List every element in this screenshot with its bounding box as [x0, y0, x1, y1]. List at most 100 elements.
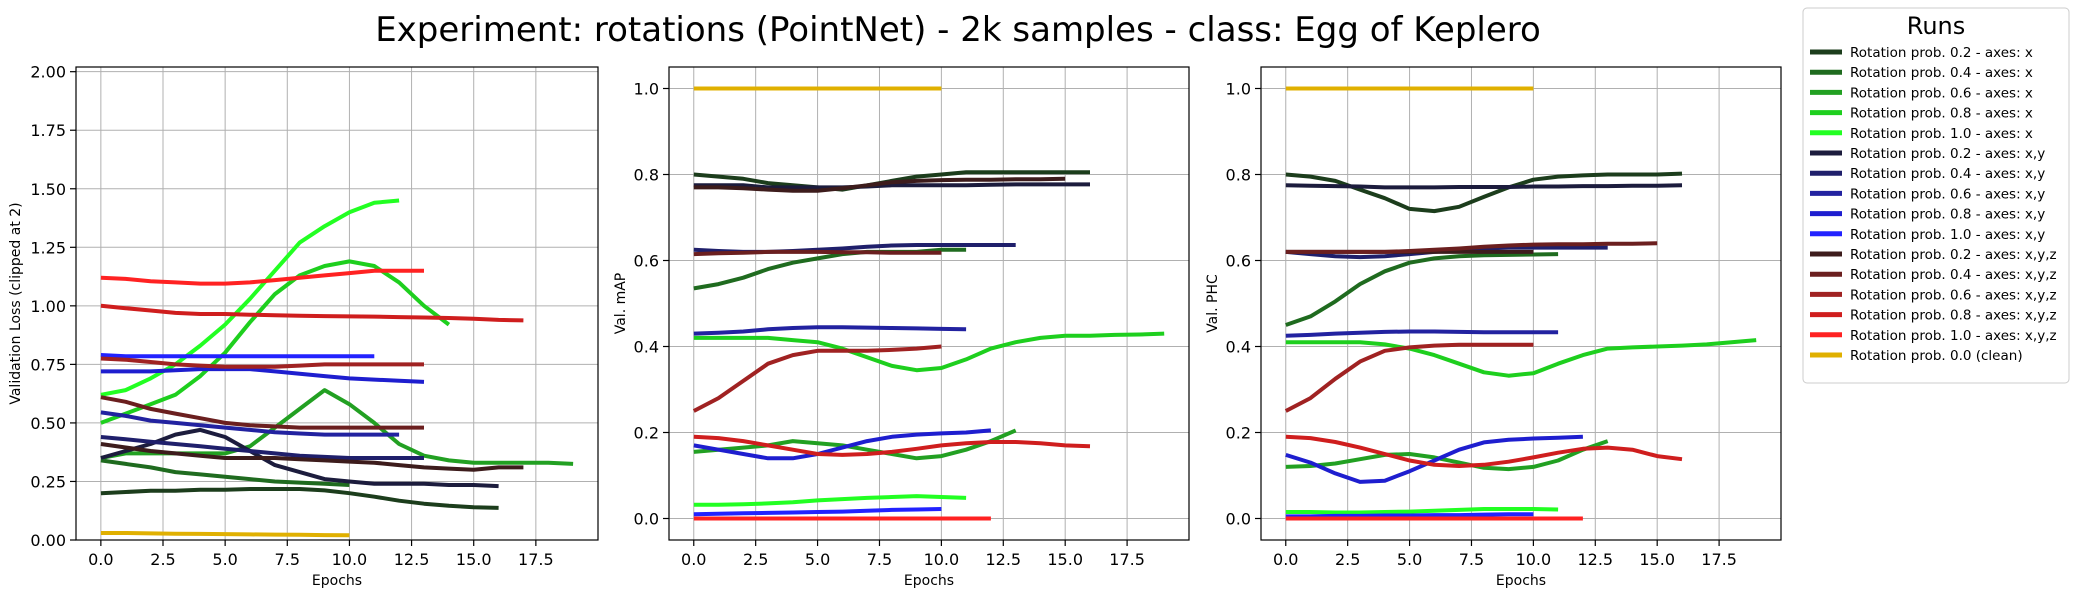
- series-line-12: [100, 395, 424, 430]
- y-tick-label: 0.0: [1226, 510, 1251, 529]
- x-tick-label: 7.5: [1459, 550, 1484, 569]
- x-axis-label: Epochs: [904, 573, 954, 589]
- series-line-6: [693, 182, 1090, 190]
- x-tick-label: 2.5: [743, 550, 768, 569]
- series-line-8: [693, 325, 967, 336]
- x-tick-label: 7.5: [867, 550, 892, 569]
- legend-label: Rotation prob. 0.2 - axes: x: [1850, 45, 2033, 61]
- y-tick-label: 2.00: [30, 63, 66, 82]
- series-line-4: [100, 259, 451, 425]
- subplot-3: 0.0 2.5 5.0 7.5 10.0 12.5 15.0 17.5 0.0 0.2 0.4 0.6…: [1205, 66, 1782, 589]
- y-tick-label: 0.4: [1226, 338, 1251, 357]
- series-line-13: [100, 356, 424, 369]
- series-line-10: [693, 507, 942, 517]
- series-line-11: [693, 176, 1066, 193]
- series-line-15: [100, 268, 424, 286]
- x-tick-label: 15.0: [456, 550, 492, 569]
- series-line-8: [1285, 329, 1559, 338]
- series-line-2: [100, 458, 350, 487]
- y-tick-label: 0.6: [1226, 252, 1251, 271]
- series-line-4: [1285, 338, 1757, 378]
- legend-label: Rotation prob. 0.4 - axes: x,y: [1850, 166, 2045, 182]
- legend-label: Rotation prob. 0.8 - axes: x,y: [1850, 207, 2045, 223]
- series-line-6: [1285, 183, 1683, 190]
- x-tick-label: 15.0: [1047, 550, 1083, 569]
- x-tick-label: 17.5: [1109, 550, 1145, 569]
- y-tick-label: 0.8: [1226, 166, 1251, 185]
- y-axis-label: Val. PHC: [1205, 274, 1221, 333]
- legend-item: Rotation prob. 0.0 (clean): [1810, 348, 2023, 364]
- series-line-2: [693, 247, 967, 291]
- series-line-14: [100, 303, 524, 323]
- x-axis-label: Epochs: [312, 573, 362, 589]
- legend-item: Rotation prob. 0.4 - axes: x: [1810, 65, 2033, 81]
- legend-items: Rotation prob. 0.2 - axes: x Rotation pro…: [1810, 45, 2057, 364]
- y-tick-label: 0.4: [634, 338, 659, 357]
- legend-label: Rotation prob. 0.6 - axes: x: [1850, 85, 2033, 101]
- legend-item: Rotation prob. 0.8 - axes: x,y,z: [1810, 308, 2057, 324]
- x-tick-label: 0.0: [681, 550, 706, 569]
- legend-item: Rotation prob. 0.4 - axes: x,y,z: [1810, 267, 2057, 283]
- series-line-12: [1285, 241, 1658, 254]
- series-line-14: [1285, 434, 1683, 468]
- series-line-11: [100, 442, 524, 472]
- series-line-9: [693, 428, 992, 461]
- legend-item: Rotation prob. 0.6 - axes: x: [1810, 85, 2033, 101]
- legend-item: Rotation prob. 0.8 - axes: x,y: [1810, 207, 2045, 223]
- subplot-2: 0.0 2.5 5.0 7.5 10.0 12.5 15.0 17.5 0.0 0.2 0.4 0.6…: [613, 66, 1190, 589]
- series-line-10: [1285, 512, 1534, 519]
- series-line-1: [1285, 171, 1683, 214]
- legend-label: Rotation prob. 1.0 - axes: x,y,z: [1850, 328, 2057, 344]
- y-tick-label: 1.50: [30, 180, 66, 199]
- series-line-16: [100, 531, 350, 538]
- y-axis-label: Validation Loss (clipped at 2): [8, 202, 24, 404]
- y-tick-label: 0.6: [634, 252, 659, 271]
- legend-item: Rotation prob. 0.6 - axes: x,y,z: [1810, 287, 2057, 303]
- axes-frame: [75, 66, 599, 541]
- series-line-9: [100, 367, 425, 384]
- series-line-13: [692, 344, 942, 413]
- legend-label: Rotation prob. 0.2 - axes: x,y,z: [1850, 247, 2057, 263]
- x-tick-label: 17.5: [1701, 550, 1737, 569]
- legend-item: Rotation prob. 1.0 - axes: x,y,z: [1810, 328, 2057, 344]
- y-tick-label: 1.75: [30, 121, 66, 140]
- legend-label: Rotation prob. 0.6 - axes: x,y: [1850, 186, 2045, 202]
- x-tick-label: 5.0: [1397, 550, 1422, 569]
- y-tick-label: 0.00: [30, 531, 66, 550]
- series-line-2: [1285, 252, 1559, 327]
- x-tick-label: 2.5: [1335, 550, 1360, 569]
- legend-label: Rotation prob. 0.4 - axes: x,y,z: [1850, 267, 2057, 283]
- series-line-1: [100, 487, 499, 510]
- legend-title: Runs: [1907, 12, 1966, 40]
- x-tick-label: 12.5: [985, 550, 1021, 569]
- series-line-3: [693, 428, 1017, 461]
- series-line-8: [100, 410, 400, 437]
- legend-item: Rotation prob. 1.0 - axes: x: [1810, 126, 2033, 142]
- y-tick-label: 0.2: [634, 424, 659, 443]
- y-tick-label: 0.75: [30, 355, 66, 374]
- x-tick-label: 12.5: [1577, 550, 1613, 569]
- legend-item: Rotation prob. 0.8 - axes: x: [1810, 106, 2033, 122]
- series-line-12: [693, 249, 942, 257]
- x-tick-label: 2.5: [150, 550, 175, 569]
- y-tick-label: 0.50: [30, 414, 66, 433]
- x-tick-label: 10.0: [332, 550, 368, 569]
- y-tick-label: 0.2: [1226, 424, 1251, 443]
- series-line-14: [693, 434, 1091, 457]
- x-axis-label: Epochs: [1496, 573, 1546, 589]
- y-tick-label: 1.00: [30, 297, 66, 316]
- figure-title: Experiment: rotations (PointNet) - 2k sa…: [375, 10, 1541, 50]
- series-line-9: [1285, 434, 1583, 484]
- legend-label: Rotation prob. 1.0 - axes: x: [1850, 126, 2033, 142]
- legend-frame: [1802, 7, 2070, 384]
- y-tick-label: 1.0: [634, 80, 659, 99]
- series-line-6: [100, 427, 499, 489]
- plots: 0.0 2.5 5.0 7.5 10.0 12.5 15.0 17.5 0.00 0.25 0.50…: [8, 63, 1782, 589]
- x-tick-label: 17.5: [518, 550, 554, 569]
- axes-frame: [668, 66, 1190, 541]
- legend-label: Rotation prob. 0.6 - axes: x,y,z: [1850, 287, 2057, 303]
- series-line-3: [1285, 439, 1609, 472]
- series-line-5: [693, 494, 967, 507]
- legend-label: Rotation prob. 0.0 (clean): [1850, 348, 2023, 364]
